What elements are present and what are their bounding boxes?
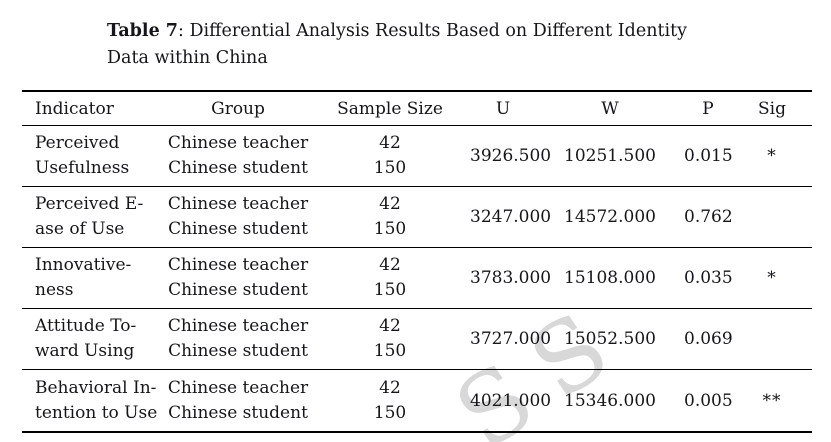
group-cell: Chinese teacher Chinese student bbox=[167, 316, 309, 361]
indicator-cell: Perceived E- ase of Use bbox=[35, 194, 144, 239]
indicator-cell: Behavioral In- tention to Use bbox=[35, 377, 158, 423]
group-cell: Chinese teacher Chinese student bbox=[167, 255, 309, 300]
w-value: 14572.000 bbox=[564, 207, 656, 227]
results-table: Indicator Group Sample Size U W P Sig Pe… bbox=[22, 90, 812, 433]
table-number: Table 7 bbox=[107, 21, 178, 41]
u-value: 3727.000 bbox=[470, 329, 552, 349]
p-value: 0.069 bbox=[684, 329, 733, 349]
sample-size-cell: 42 150 bbox=[373, 316, 407, 361]
sample-size-cell: 42 150 bbox=[373, 377, 407, 423]
table-row-perceived-ease-of-use: Perceived E- ase of Use Chinese teacher … bbox=[22, 187, 812, 248]
header-group: Group bbox=[211, 98, 265, 119]
indicator-cell: Innovative- ness bbox=[35, 255, 132, 300]
sig-value: * bbox=[767, 146, 777, 166]
caption-text: : Differential Analysis Results Based on… bbox=[177, 21, 688, 41]
u-value: 3783.000 bbox=[470, 268, 552, 288]
sample-size-cell: 42 150 bbox=[373, 194, 407, 239]
p-value: 0.035 bbox=[684, 268, 733, 288]
p-value: 0.005 bbox=[684, 390, 733, 411]
caption-line-1: Table 7: Differential Analysis Results B… bbox=[107, 18, 747, 45]
p-value: 0.015 bbox=[684, 146, 733, 166]
sig-value: ** bbox=[762, 390, 782, 411]
group-cell: Chinese teacher Chinese student bbox=[167, 133, 309, 178]
p-value: 0.762 bbox=[684, 207, 733, 227]
table-row-innovativeness: Innovative- ness Chinese teacher Chinese… bbox=[22, 248, 812, 309]
w-value: 15052.500 bbox=[564, 329, 656, 349]
u-value: 3926.500 bbox=[470, 146, 552, 166]
indicator-cell: Perceived Usefulness bbox=[35, 133, 130, 178]
w-value: 15108.000 bbox=[564, 268, 656, 288]
w-value: 10251.500 bbox=[564, 146, 656, 166]
sample-size-cell: 42 150 bbox=[373, 255, 407, 300]
sample-size-cell: 42 150 bbox=[373, 133, 407, 178]
indicator-cell: Attitude To- ward Using bbox=[35, 316, 137, 361]
header-u: U bbox=[495, 98, 511, 119]
table-row-attitude-toward-using: Attitude To- ward Using Chinese teacher … bbox=[22, 309, 812, 370]
group-cell: Chinese teacher Chinese student bbox=[167, 194, 309, 239]
header-w: W bbox=[601, 98, 619, 119]
u-value: 4021.000 bbox=[470, 390, 552, 411]
table-caption: Table 7: Differential Analysis Results B… bbox=[107, 18, 747, 71]
table-row-behavioral-intention-to-use: Behavioral In- tention to Use Chinese te… bbox=[22, 370, 812, 431]
header-sample-size: Sample Size bbox=[337, 98, 443, 119]
u-value: 3247.000 bbox=[470, 207, 552, 227]
table-row-perceived-usefulness: Perceived Usefulness Chinese teacher Chi… bbox=[22, 126, 812, 187]
header-p: P bbox=[702, 98, 714, 119]
table-header-row: Indicator Group Sample Size U W P Sig bbox=[22, 92, 812, 126]
group-cell: Chinese teacher Chinese student bbox=[167, 377, 309, 423]
caption-line-2: Data within China bbox=[107, 47, 268, 68]
header-sig: Sig bbox=[758, 98, 786, 119]
header-indicator: Indicator bbox=[35, 98, 114, 119]
sig-value: * bbox=[767, 268, 777, 288]
w-value: 15346.000 bbox=[564, 390, 656, 411]
